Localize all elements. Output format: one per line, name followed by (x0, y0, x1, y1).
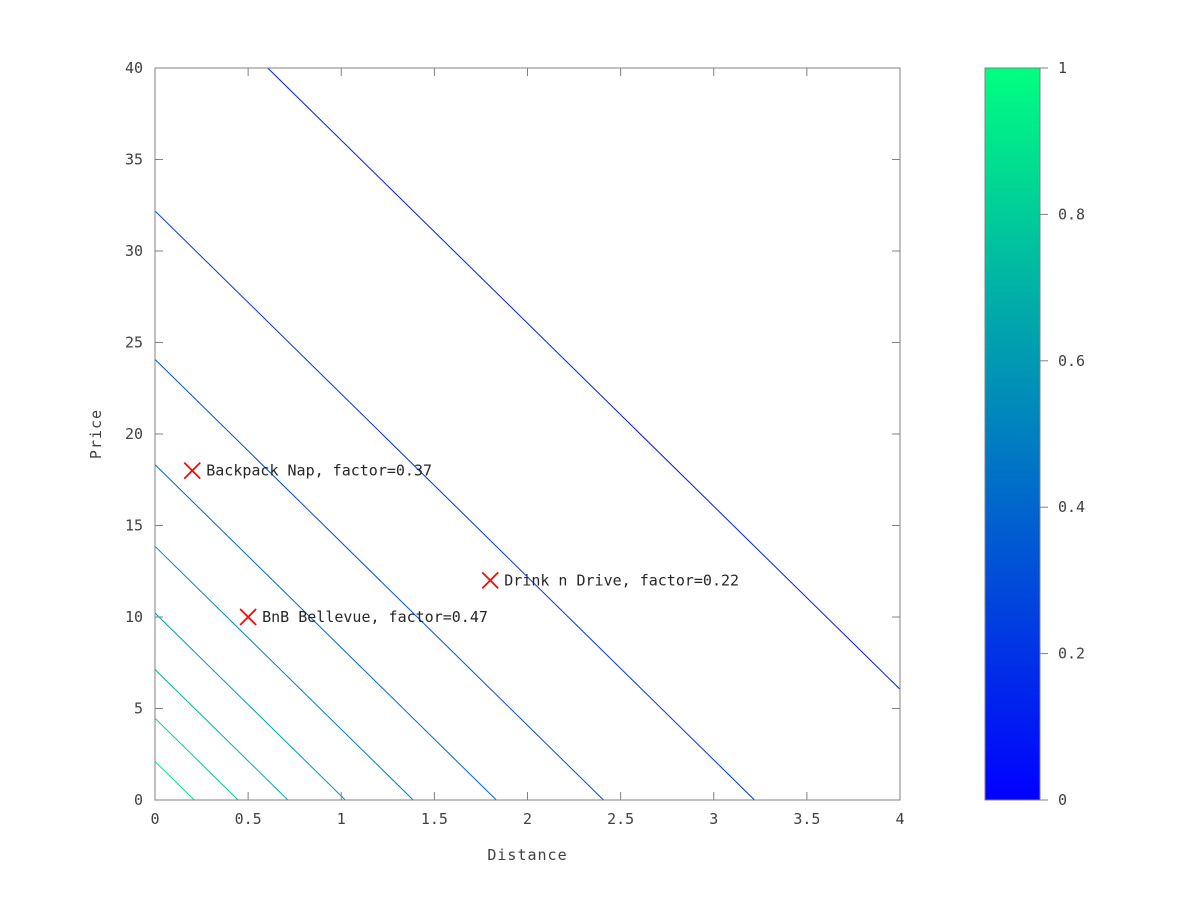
y-tick-label: 10 (125, 608, 143, 626)
x-tick-label: 0 (150, 810, 159, 828)
contour-line-level-0.4 (154, 464, 497, 801)
contour-line-level-0.6 (154, 612, 346, 801)
y-tick-label: 40 (125, 59, 143, 77)
x-tick-label: 2 (523, 810, 532, 828)
colorbar-tick-label: 0.4 (1058, 498, 1085, 516)
plot-box (154, 67, 901, 801)
contour-line-level-0.3 (154, 358, 604, 801)
x-tick-label: 3 (709, 810, 718, 828)
y-tick-label: 15 (125, 517, 143, 535)
point-label: BnB Bellevue, factor=0.47 (262, 608, 488, 626)
x-tick-label: 4 (895, 810, 904, 828)
point-marker-x (481, 571, 499, 590)
x-tick-label: 1 (337, 810, 346, 828)
y-tick-label: 30 (125, 242, 143, 260)
colorbar-tick-label: 1 (1058, 59, 1067, 77)
colorbar-tick-label: 0.8 (1058, 205, 1085, 223)
colorbar-tick-label: 0.6 (1058, 352, 1085, 370)
y-tick-label: 5 (134, 700, 143, 718)
x-tick-label: 3.5 (793, 810, 820, 828)
y-tick-label: 20 (125, 425, 143, 443)
contour-line-level-0.2 (154, 210, 755, 801)
contour-line-level-0.5 (154, 545, 414, 801)
point-marker-x (183, 461, 201, 480)
colorbar (984, 67, 1041, 801)
contour-line-level-0.8 (154, 717, 239, 801)
y-tick-label: 0 (134, 791, 143, 809)
contour-line-level-0.1 (267, 67, 901, 690)
contour-line-level-0.9 (154, 761, 195, 801)
colorbar-tick-label: 0 (1058, 791, 1067, 809)
point-marker-x (239, 608, 257, 626)
point-label: Drink n Drive, factor=0.22 (504, 571, 739, 589)
x-axis-label: Distance (487, 846, 568, 864)
x-tick-label: 2.5 (607, 810, 634, 828)
y-axis-label: Price (87, 408, 105, 460)
x-tick-label: 1.5 (421, 810, 448, 828)
x-tick-label: 0.5 (235, 810, 262, 828)
contour-line-level-0.7 (154, 669, 289, 801)
y-tick-label: 35 (125, 151, 143, 169)
point-label: Backpack Nap, factor=0.37 (206, 462, 432, 480)
y-tick-label: 25 (125, 334, 143, 352)
colorbar-tick-label: 0.2 (1058, 645, 1085, 663)
